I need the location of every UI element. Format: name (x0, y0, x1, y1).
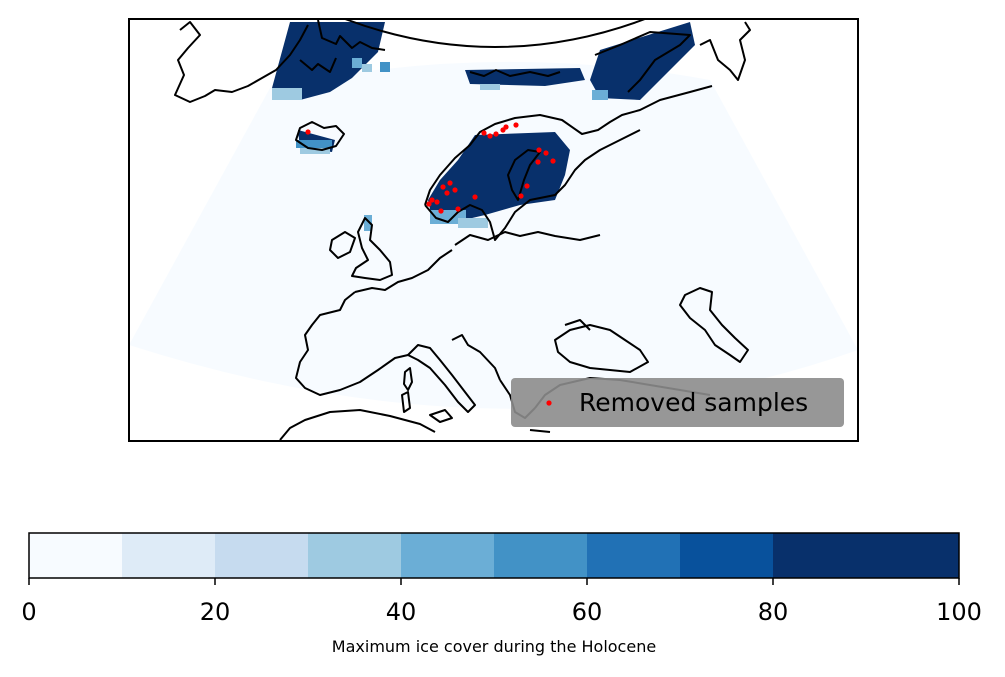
colorbar-bin (494, 533, 588, 578)
map-frame (128, 18, 859, 442)
sample-point (305, 129, 311, 135)
sample-point (426, 201, 432, 207)
legend-label: Removed samples (579, 388, 808, 417)
sample-point (452, 187, 458, 193)
projection-arc (344, 19, 646, 48)
sample-point (513, 122, 519, 128)
sample-point (518, 193, 524, 199)
ice-novaya-zemlya (590, 22, 695, 100)
colorbar-bin (680, 533, 774, 578)
colorbar-frame (28, 532, 960, 579)
sample-point (438, 208, 444, 214)
sample-point (524, 183, 530, 189)
colorbar-ticks: 0 20 40 60 80 100 (21, 578, 982, 626)
colorbar-tick-label: 20 (200, 598, 231, 626)
sample-point (444, 190, 450, 196)
removed-samples (305, 122, 556, 214)
sample-point (434, 199, 440, 205)
map-panel: Removed samples (128, 18, 859, 442)
colorbar-tick-label: 0 (21, 598, 36, 626)
ice-franz-josef (465, 68, 585, 90)
colorbar-bin (122, 533, 216, 578)
ice-svalbard (272, 22, 390, 100)
colorbar-tick-label: 60 (572, 598, 603, 626)
sample-point (493, 131, 499, 137)
colorbar-bin (308, 533, 402, 578)
sample-point (429, 197, 435, 203)
colorbar-bin (773, 533, 867, 578)
sample-point (487, 133, 493, 139)
colorbar-bin (587, 533, 681, 578)
colorbar-bin (401, 533, 495, 578)
sample-point (447, 180, 453, 186)
sample-point (455, 206, 461, 212)
sample-point (536, 147, 542, 153)
sample-point (481, 130, 487, 136)
colorbar-bins (29, 533, 960, 578)
colorbar-label: Maximum ice cover during the Holocene (332, 637, 656, 656)
colorbar-bin (215, 533, 309, 578)
legend: Removed samples (511, 378, 844, 427)
sample-point (440, 184, 446, 190)
colorbar-tick-label: 100 (936, 598, 982, 626)
sample-point (543, 150, 549, 156)
colorbar-bin (866, 533, 960, 578)
sample-point (503, 124, 509, 130)
colorbar-bin (29, 533, 123, 578)
sample-point (472, 194, 478, 200)
legend-box (511, 378, 844, 427)
sample-point (535, 159, 541, 165)
sample-point (550, 158, 556, 164)
colorbar-tick-label: 80 (758, 598, 789, 626)
legend-marker (546, 400, 552, 406)
colorbar: 0 20 40 60 80 100 Maximum ice cover during th… (21, 532, 982, 656)
colorbar-tick-label: 40 (386, 598, 417, 626)
